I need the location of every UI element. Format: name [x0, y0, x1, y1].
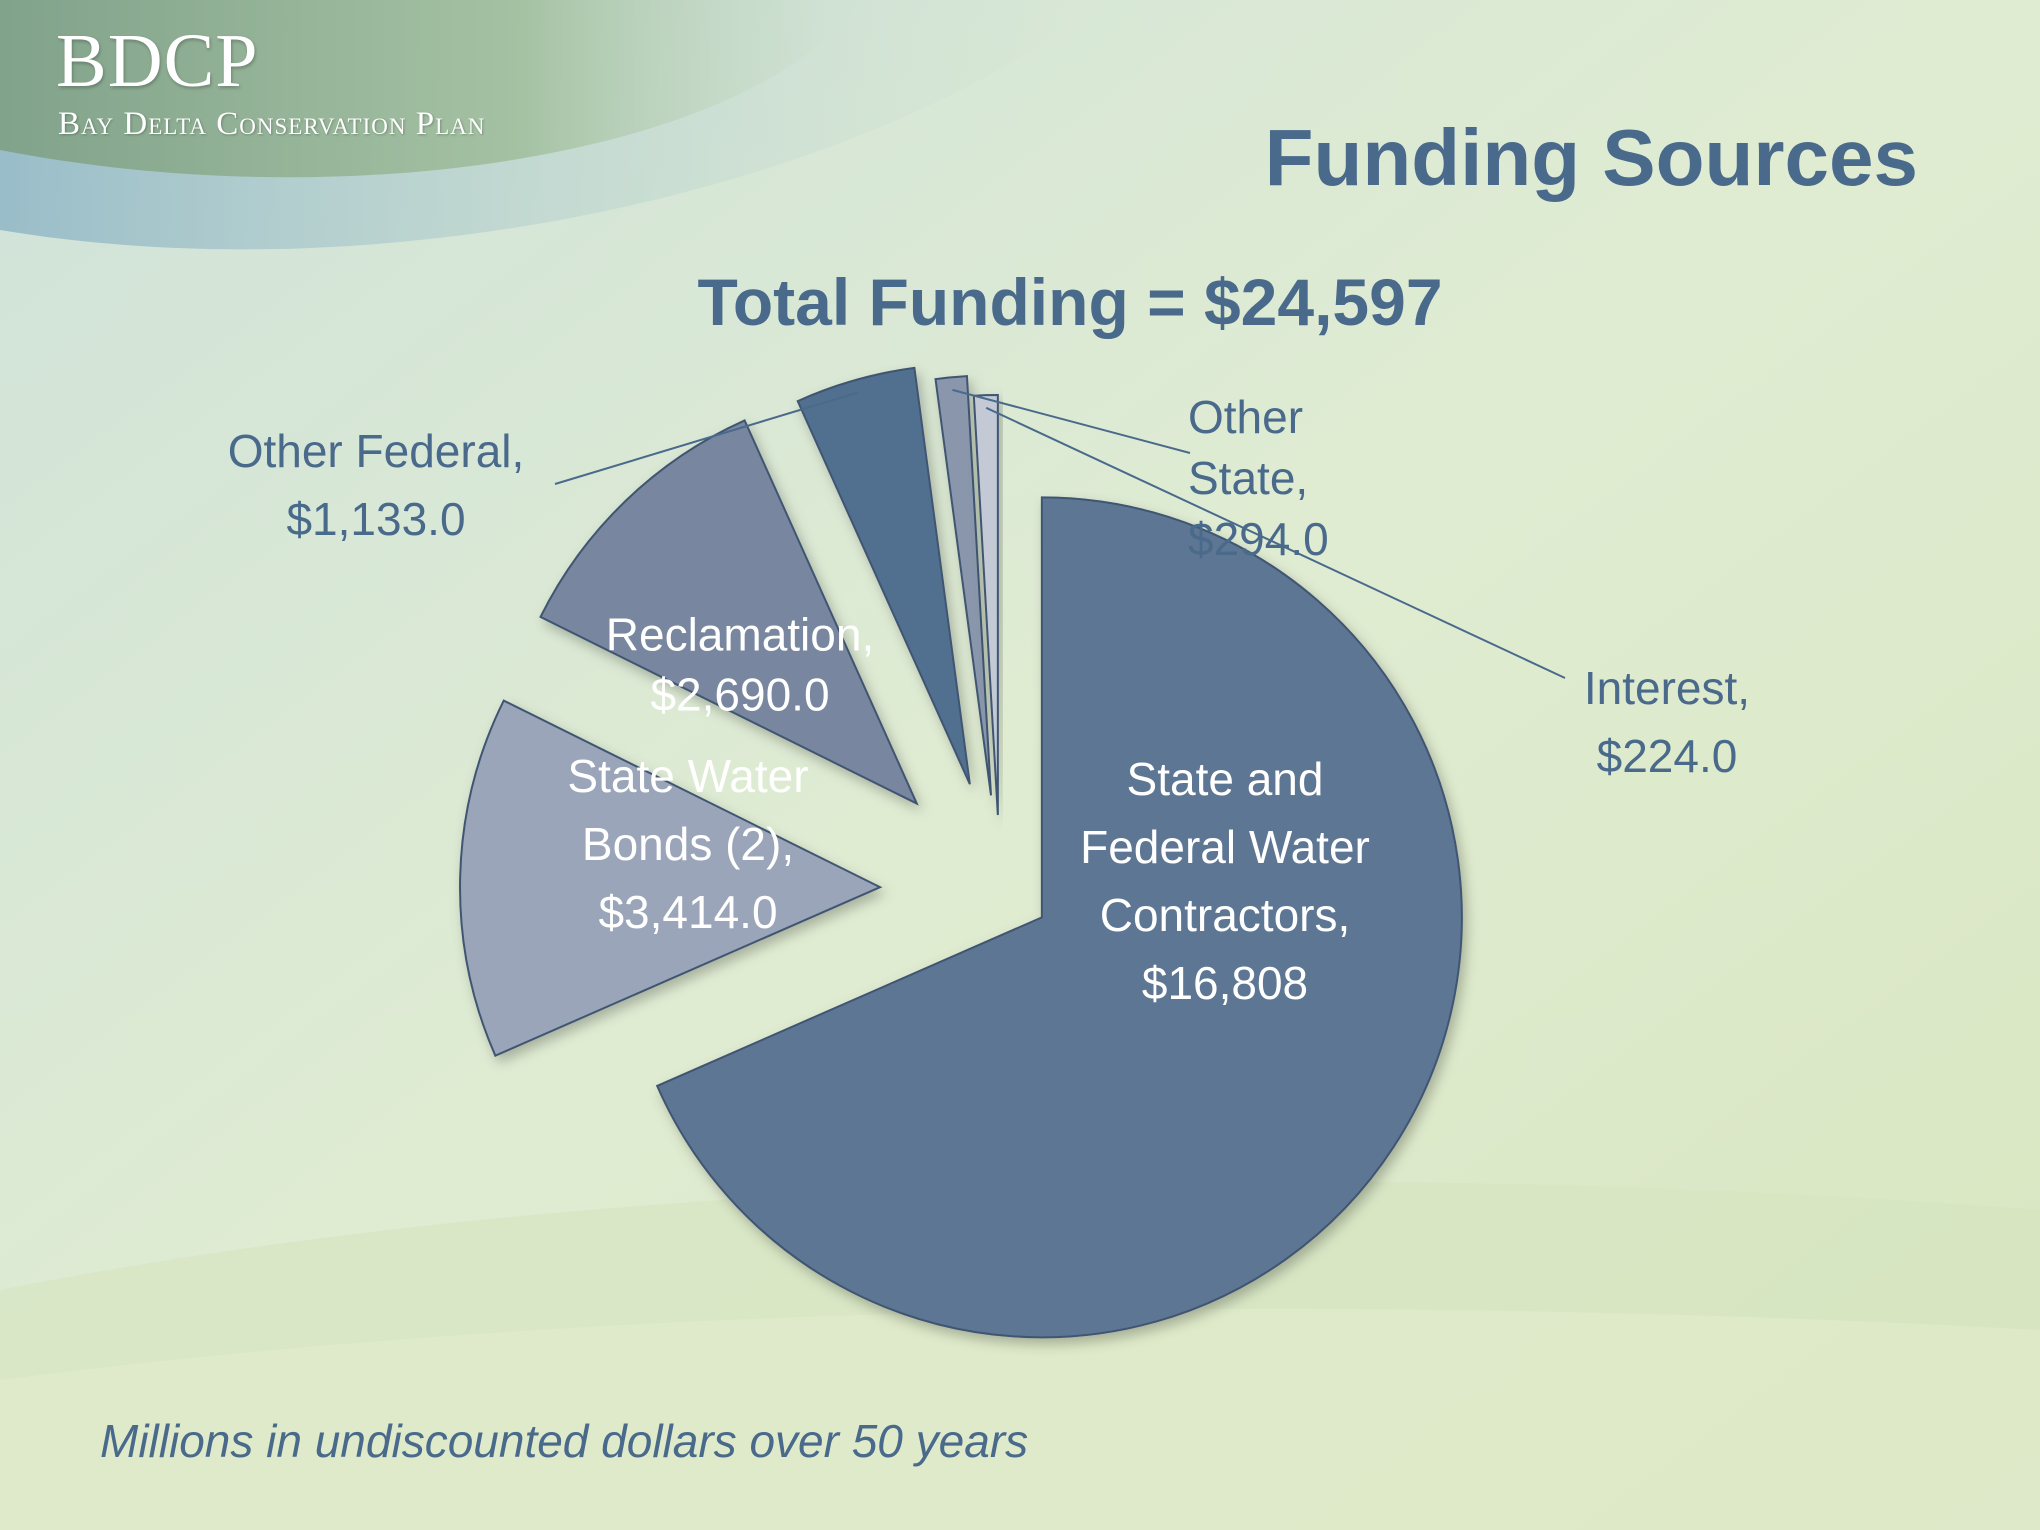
slice-label-line: State Water: [567, 750, 808, 802]
logo-subtitle: Bay Delta Conservation Plan: [58, 106, 486, 142]
slice-label-line: $1,133.0: [286, 493, 465, 545]
logo-text: BDCP: [56, 19, 259, 103]
slice-label-line: State and: [1127, 753, 1324, 805]
slice-label-line: $2,690.0: [650, 669, 829, 721]
slice-label-line: $294.0: [1188, 513, 1329, 565]
slice-label-line: Contractors,: [1100, 889, 1351, 941]
slice-label: Reclamation, $2,690.0: [606, 609, 874, 721]
leader-line: [952, 388, 1191, 454]
chart-title: Total Funding = $24,597: [697, 265, 1443, 339]
slice-label-line: $3,414.0: [598, 886, 777, 938]
slice-label: Interest, $224.0: [1584, 662, 1750, 782]
leader-line: [985, 406, 1566, 679]
slice-label-line: Reclamation,: [606, 609, 874, 661]
slice-label-line: Other Federal,: [228, 425, 525, 477]
slide-title: Funding Sources: [1264, 113, 1918, 202]
slice-label: State and Federal Water Contractors, $16,80…: [1080, 753, 1370, 1009]
slice-label-line: State,: [1188, 452, 1308, 504]
pie-slice-reclamation: [539, 419, 919, 806]
footnote: Millions in undiscounted dollars over 50…: [100, 1415, 1029, 1467]
leader-line: [554, 391, 859, 485]
slice-label-line: Bonds (2),: [582, 818, 794, 870]
slice-label-line: $224.0: [1597, 730, 1738, 782]
slice-label-line: $16,808: [1142, 957, 1308, 1009]
slice-label-line: Other: [1188, 391, 1303, 443]
pie-slice-state-water-bonds-2: [459, 699, 883, 1058]
slice-label-line: Interest,: [1584, 662, 1750, 714]
pie-slice-other-state: [934, 375, 992, 796]
slice-label-line: Federal Water: [1080, 821, 1370, 873]
slice-label: State Water Bonds (2), $3,414.0: [567, 750, 808, 938]
pie-slice-state-and-federal-water-contractors: [655, 496, 1463, 1339]
slice-label: Other State, $294.0: [1188, 391, 1329, 565]
slice-label: Other Federal, $1,133.0: [228, 425, 525, 545]
pie-slice-other-federal: [796, 366, 971, 785]
